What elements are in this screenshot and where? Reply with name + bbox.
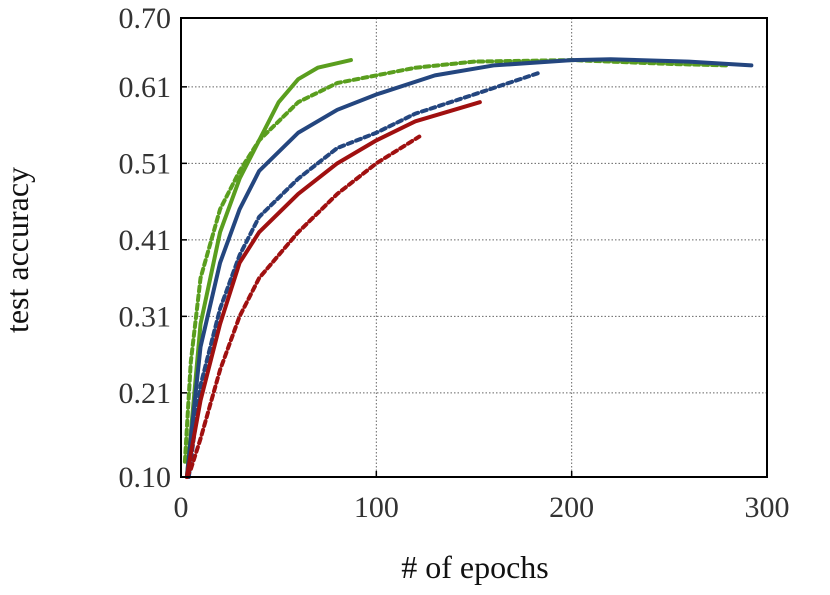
x-axis-label: # of epochs bbox=[401, 549, 549, 585]
y-tick-label: 0.70 bbox=[119, 2, 172, 35]
x-tick-label: 300 bbox=[745, 491, 790, 524]
x-tick-label: 0 bbox=[174, 491, 189, 524]
y-tick-label: 0.31 bbox=[119, 300, 172, 333]
y-tick-label: 0.10 bbox=[119, 461, 172, 494]
x-tick-label: 200 bbox=[549, 491, 594, 524]
y-tick-label: 0.51 bbox=[119, 147, 172, 180]
x-tick-label: 100 bbox=[354, 491, 399, 524]
series-line bbox=[184, 100, 482, 479]
series-line bbox=[186, 71, 541, 479]
y-tick-label: 0.41 bbox=[119, 224, 172, 257]
y-axis-label: test accuracy bbox=[0, 167, 35, 333]
y-tick-label: 0.21 bbox=[119, 377, 172, 410]
series-line bbox=[182, 58, 730, 464]
series-line bbox=[184, 134, 422, 479]
series-line bbox=[184, 57, 754, 479]
plot-frame bbox=[180, 17, 768, 478]
y-tick-label: 0.61 bbox=[119, 71, 172, 104]
